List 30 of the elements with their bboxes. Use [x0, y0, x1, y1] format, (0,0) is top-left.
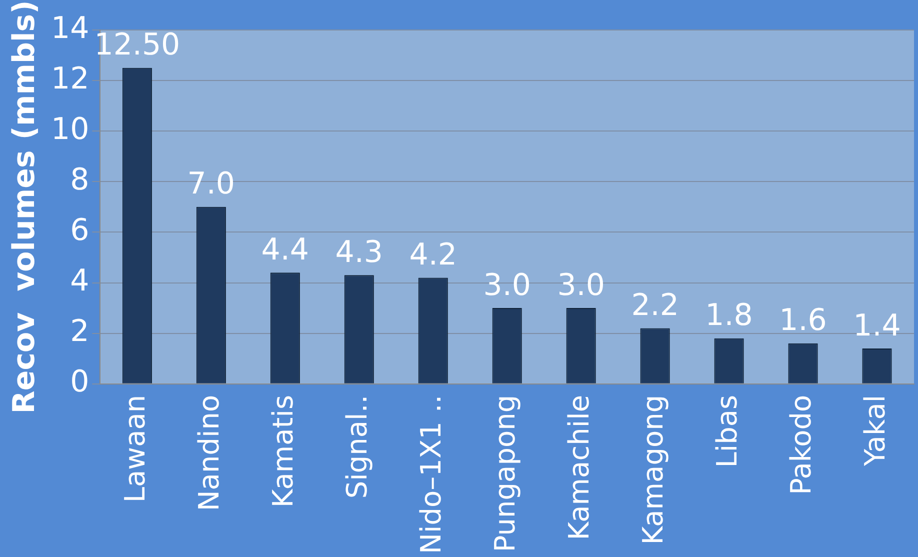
data-label: 1.8 — [705, 298, 753, 334]
y-axis-title: Recov volumes (mmbls) — [6, 0, 42, 414]
y-tick-label: 14 — [50, 10, 90, 46]
y-tick-label: 8 — [70, 162, 90, 198]
x-tick-label: Nido–1X1 .. — [414, 394, 448, 554]
y-tick-label: 0 — [70, 364, 90, 400]
y-tick-label: 10 — [50, 112, 90, 147]
x-tick-label: Pungapong — [488, 394, 522, 552]
x-tick-label: Nandino — [192, 394, 226, 512]
x-tick-label: Signal.. — [340, 394, 374, 499]
data-label: 1.6 — [779, 303, 827, 338]
data-label: 2.2 — [631, 288, 679, 324]
x-tick-label: Lawaan — [118, 394, 152, 503]
data-label: 3.0 — [483, 268, 531, 303]
x-tick-label: Libas — [710, 394, 744, 468]
x-tick-label: Pakodo — [784, 394, 818, 495]
data-label: 4.2 — [409, 238, 457, 272]
data-label: 1.4 — [853, 308, 901, 344]
data-label: 7.0 — [187, 166, 236, 202]
x-tick-label: Kamachile — [562, 394, 596, 540]
y-tick-label: 2 — [70, 314, 90, 350]
y-tick-label: 6 — [70, 213, 90, 248]
data-label: 4.3 — [335, 234, 383, 270]
y-tick-label: 4 — [70, 264, 90, 299]
x-tick-label: Yakal — [858, 394, 892, 467]
x-tick-label: Kamagong — [636, 394, 670, 545]
y-tick-label: 12 — [50, 61, 90, 96]
data-label: 4.4 — [261, 232, 309, 268]
x-tick-label: Kamatis — [266, 394, 300, 508]
data-label: 3.0 — [557, 268, 605, 303]
